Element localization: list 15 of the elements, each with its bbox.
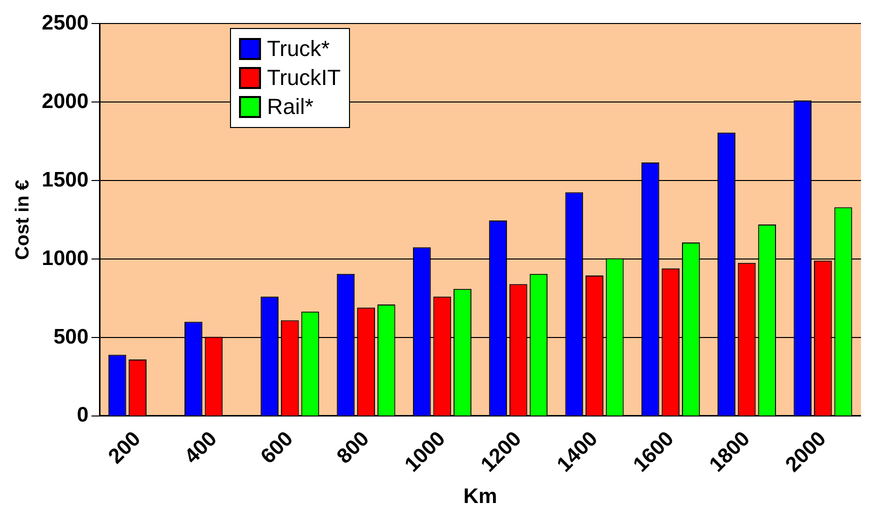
y-axis-title: Cost in € [12,179,34,260]
y-tick-label: 0 [76,404,89,427]
y-tick-label: 2500 [42,11,89,34]
x-tick-label: 400 [180,427,222,468]
x-axis-title: Km [463,485,498,508]
x-tick-label: 800 [332,427,374,468]
legend-label: TruckIT [267,65,341,91]
x-tick-label: 600 [256,427,298,468]
legend-label: Rail* [267,94,314,120]
x-tick-label: 200 [104,427,146,468]
legend-label: Truck* [267,36,330,62]
y-tick-label: 1000 [42,246,89,270]
y-tick-label: 1500 [42,168,89,192]
y-tick-label: 500 [53,325,89,348]
y-tick-label: 2000 [42,90,89,113]
